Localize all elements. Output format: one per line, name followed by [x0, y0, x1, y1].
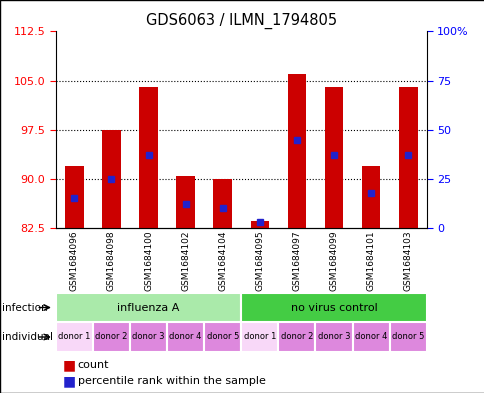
Bar [287, 74, 305, 228]
Text: donor 5: donor 5 [206, 332, 239, 342]
Text: ■: ■ [63, 374, 76, 388]
Text: donor 1: donor 1 [58, 332, 91, 342]
Bar [56, 322, 93, 352]
Bar [389, 322, 426, 352]
Text: donor 1: donor 1 [243, 332, 275, 342]
Text: infection: infection [2, 303, 48, 312]
Bar [56, 293, 241, 322]
Bar [241, 322, 278, 352]
Bar [176, 176, 195, 228]
Bar [139, 87, 157, 228]
Text: donor 3: donor 3 [132, 332, 165, 342]
Title: GDS6063 / ILMN_1794805: GDS6063 / ILMN_1794805 [145, 13, 336, 29]
Text: ■: ■ [63, 358, 76, 373]
Bar [361, 166, 379, 228]
Text: donor 2: donor 2 [95, 332, 127, 342]
Bar [315, 322, 352, 352]
Text: count: count [77, 360, 109, 371]
Bar [166, 322, 204, 352]
Bar [278, 322, 315, 352]
Bar [241, 293, 426, 322]
Bar [102, 130, 121, 228]
Text: donor 2: donor 2 [280, 332, 313, 342]
Bar [352, 322, 389, 352]
Text: percentile rank within the sample: percentile rank within the sample [77, 376, 265, 386]
Bar [213, 179, 231, 228]
Text: donor 4: donor 4 [169, 332, 201, 342]
Text: individual: individual [2, 332, 53, 342]
Text: donor 4: donor 4 [354, 332, 387, 342]
Text: no virus control: no virus control [290, 303, 377, 312]
Bar [204, 322, 241, 352]
Text: influenza A: influenza A [117, 303, 180, 312]
Text: donor 5: donor 5 [391, 332, 424, 342]
Bar [93, 322, 130, 352]
Bar [250, 221, 269, 228]
Bar [398, 87, 417, 228]
Bar [65, 166, 83, 228]
Bar [130, 322, 166, 352]
Bar [324, 87, 343, 228]
Text: donor 3: donor 3 [317, 332, 349, 342]
